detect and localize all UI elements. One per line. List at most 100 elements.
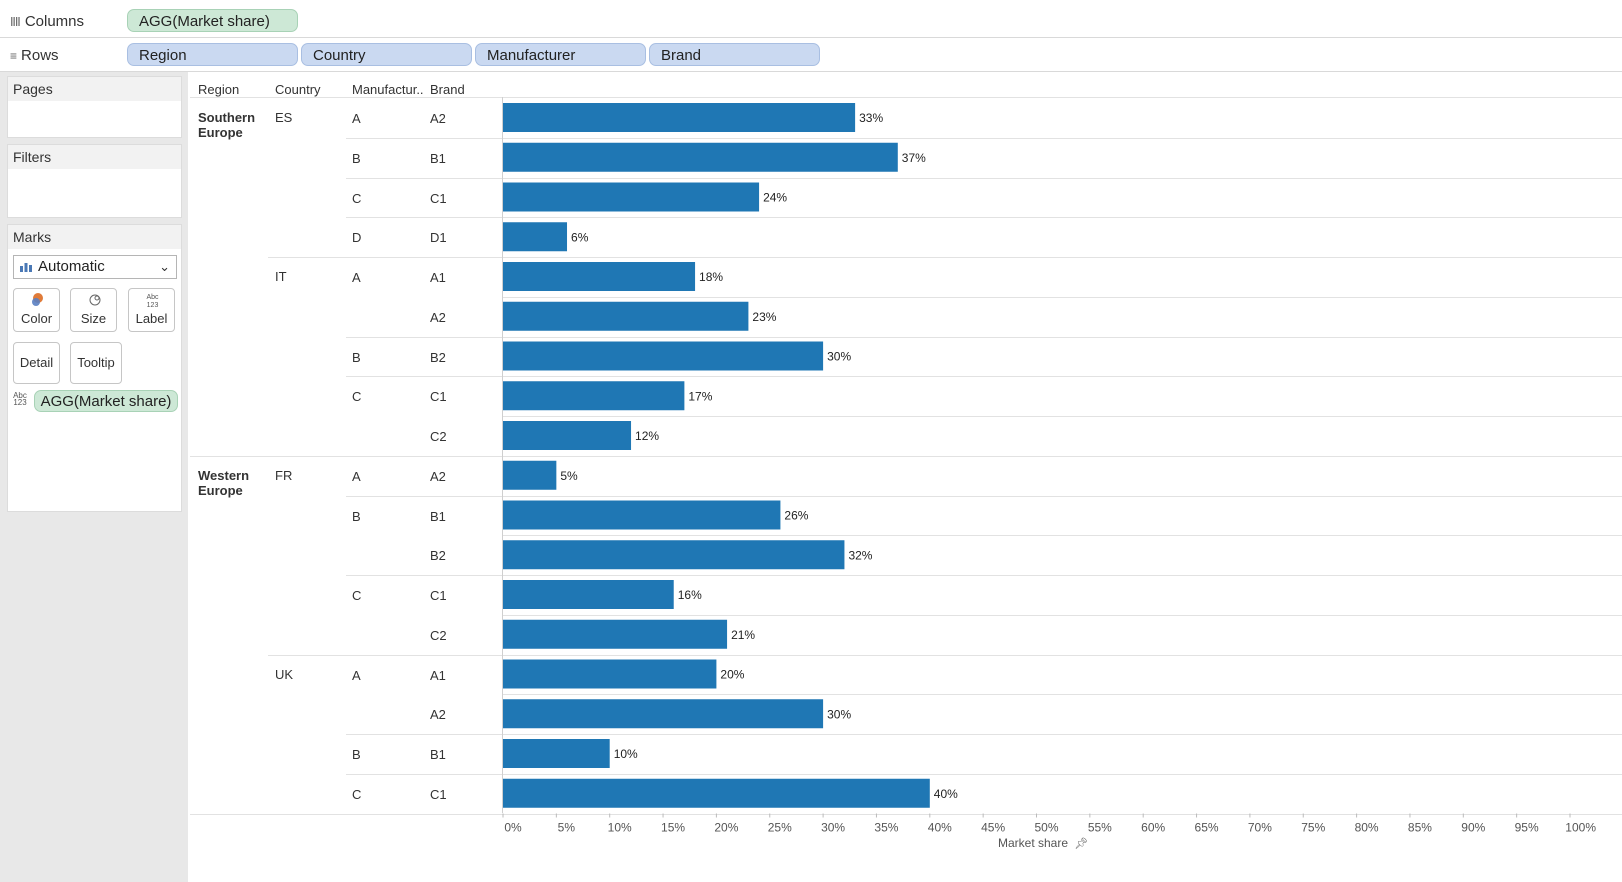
brand-label[interactable]: B2 xyxy=(430,548,446,564)
bar-UK-A2[interactable] xyxy=(503,699,824,729)
brand-label[interactable]: C2 xyxy=(430,627,447,643)
manufacturer-label[interactable]: B xyxy=(352,747,361,762)
brand-label[interactable]: A1 xyxy=(430,270,446,285)
manufacturer-label[interactable]: C xyxy=(352,786,362,802)
color-button[interactable]: Color xyxy=(13,288,60,332)
brand-label[interactable]: B2 xyxy=(430,349,446,365)
brand-label[interactable]: B1 xyxy=(430,150,446,166)
bar-ES-A2[interactable] xyxy=(503,103,856,132)
detail-button[interactable]: Detail xyxy=(13,342,60,384)
size-button[interactable]: Size xyxy=(70,288,117,332)
rows-pill-country[interactable]: Country xyxy=(301,43,472,66)
abc-123-icon: Abc 123 xyxy=(146,294,159,308)
bar-UK-A1[interactable] xyxy=(503,659,717,689)
brand-label[interactable]: C2 xyxy=(430,429,447,444)
row-divider xyxy=(346,177,1622,179)
manufacturer-label[interactable]: B xyxy=(352,150,361,166)
brand-label[interactable]: A2 xyxy=(430,111,446,126)
svg-text:123: 123 xyxy=(147,302,159,308)
brand-label[interactable]: B1 xyxy=(430,508,446,524)
manufacturer-label[interactable]: A xyxy=(352,667,361,683)
header-brand[interactable]: Brand xyxy=(430,82,465,97)
bar-IT-A1[interactable] xyxy=(503,262,696,291)
country-label[interactable]: UK xyxy=(275,666,294,682)
bar-IT-A2[interactable] xyxy=(503,301,749,331)
bar-value-label: 40% xyxy=(934,787,958,801)
region-label[interactable]: Southern Europe xyxy=(198,110,256,140)
brand-label[interactable]: C1 xyxy=(430,786,447,802)
bar-ES-D1[interactable] xyxy=(503,222,568,252)
row-divider xyxy=(268,257,1622,258)
columns-label-text: Columns xyxy=(24,13,84,30)
brand-label[interactable]: B1 xyxy=(430,747,446,762)
manufacturer-label[interactable]: A xyxy=(352,468,361,484)
x-tick-label: 100% xyxy=(1565,821,1596,835)
manufacturer-label[interactable]: C xyxy=(352,588,362,603)
region-label[interactable]: Western Europe xyxy=(198,467,250,498)
brand-label[interactable]: D1 xyxy=(430,230,447,246)
rows-shelf[interactable]: ≡ Rows Region Country Manufacturer Brand xyxy=(0,38,1622,72)
bar-ES-C1[interactable] xyxy=(503,182,760,212)
bar-FR-A2[interactable] xyxy=(503,460,557,490)
bar-value-label: 12% xyxy=(635,429,659,443)
brand-label[interactable]: A2 xyxy=(430,468,446,484)
pages-card[interactable]: Pages xyxy=(7,76,182,138)
header-divider xyxy=(190,97,1622,98)
bar-value-label: 10% xyxy=(614,747,638,761)
rows-icon: ≡ xyxy=(10,48,17,63)
bar-IT-C2[interactable] xyxy=(503,421,632,450)
bar-UK-C1[interactable] xyxy=(503,778,930,808)
columns-pill-market-share[interactable]: AGG(Market share) xyxy=(127,9,298,32)
brand-label[interactable]: C1 xyxy=(430,588,447,603)
x-tick-label: 20% xyxy=(714,821,738,835)
bar-UK-B1[interactable] xyxy=(503,739,610,768)
label-button-label: Label xyxy=(135,311,168,326)
manufacturer-label[interactable]: B xyxy=(352,349,361,365)
bar-FR-B2[interactable] xyxy=(503,540,845,570)
bar-FR-C1[interactable] xyxy=(503,580,674,609)
bar-value-label: 23% xyxy=(752,310,776,324)
filters-card[interactable]: Filters xyxy=(7,144,182,218)
bar-ES-B1[interactable] xyxy=(503,142,898,172)
brand-label[interactable]: A1 xyxy=(430,667,446,683)
row-divider xyxy=(346,217,1622,219)
axis-title: Market share 📌︎ xyxy=(998,836,1088,850)
label-button[interactable]: Abc 123 Label xyxy=(128,288,175,332)
row-divider xyxy=(502,296,1622,298)
rows-label-text: Rows xyxy=(21,47,59,64)
brand-label[interactable]: C1 xyxy=(430,190,447,206)
country-label[interactable]: IT xyxy=(275,269,287,284)
columns-shelf[interactable]: ⅡⅡ Columns AGG(Market share) xyxy=(0,4,1622,38)
rows-pill-brand[interactable]: Brand xyxy=(649,43,820,66)
country-label[interactable]: ES xyxy=(275,110,293,125)
row-divider xyxy=(346,734,1622,735)
bar-IT-B2[interactable] xyxy=(503,341,824,371)
bar-value-label: 26% xyxy=(784,509,808,523)
marks-field-pill[interactable]: AGG(Market share) xyxy=(34,390,178,412)
manufacturer-label[interactable]: C xyxy=(352,190,362,206)
mark-type-dropdown[interactable]: Automatic ⌄ xyxy=(13,255,177,279)
row-divider xyxy=(346,773,1622,775)
header-region[interactable]: Region xyxy=(198,82,240,97)
rows-pill-region[interactable]: Region xyxy=(127,43,298,66)
row-divider xyxy=(502,416,1622,417)
manufacturer-label[interactable]: C xyxy=(352,389,362,405)
brand-label[interactable]: A2 xyxy=(430,707,446,723)
manufacturer-label[interactable]: B xyxy=(352,508,361,524)
x-tick-label: 0% xyxy=(504,821,522,835)
header-country[interactable]: Country xyxy=(275,82,321,97)
row-divider xyxy=(502,614,1622,616)
tooltip-button[interactable]: Tooltip xyxy=(70,342,122,384)
bar-FR-C2[interactable] xyxy=(503,619,728,649)
row-divider xyxy=(502,535,1622,537)
manufacturer-label[interactable]: A xyxy=(352,270,361,285)
brand-label[interactable]: C1 xyxy=(430,389,447,405)
bar-IT-C1[interactable] xyxy=(503,381,685,411)
country-label[interactable]: FR xyxy=(275,467,293,483)
bar-FR-B1[interactable] xyxy=(503,500,781,530)
brand-label[interactable]: A2 xyxy=(430,309,446,325)
header-manufacturer[interactable]: Manufactur.. xyxy=(352,82,424,97)
manufacturer-label[interactable]: A xyxy=(352,111,361,126)
rows-pill-manufacturer[interactable]: Manufacturer xyxy=(475,43,646,66)
manufacturer-label[interactable]: D xyxy=(352,230,362,246)
